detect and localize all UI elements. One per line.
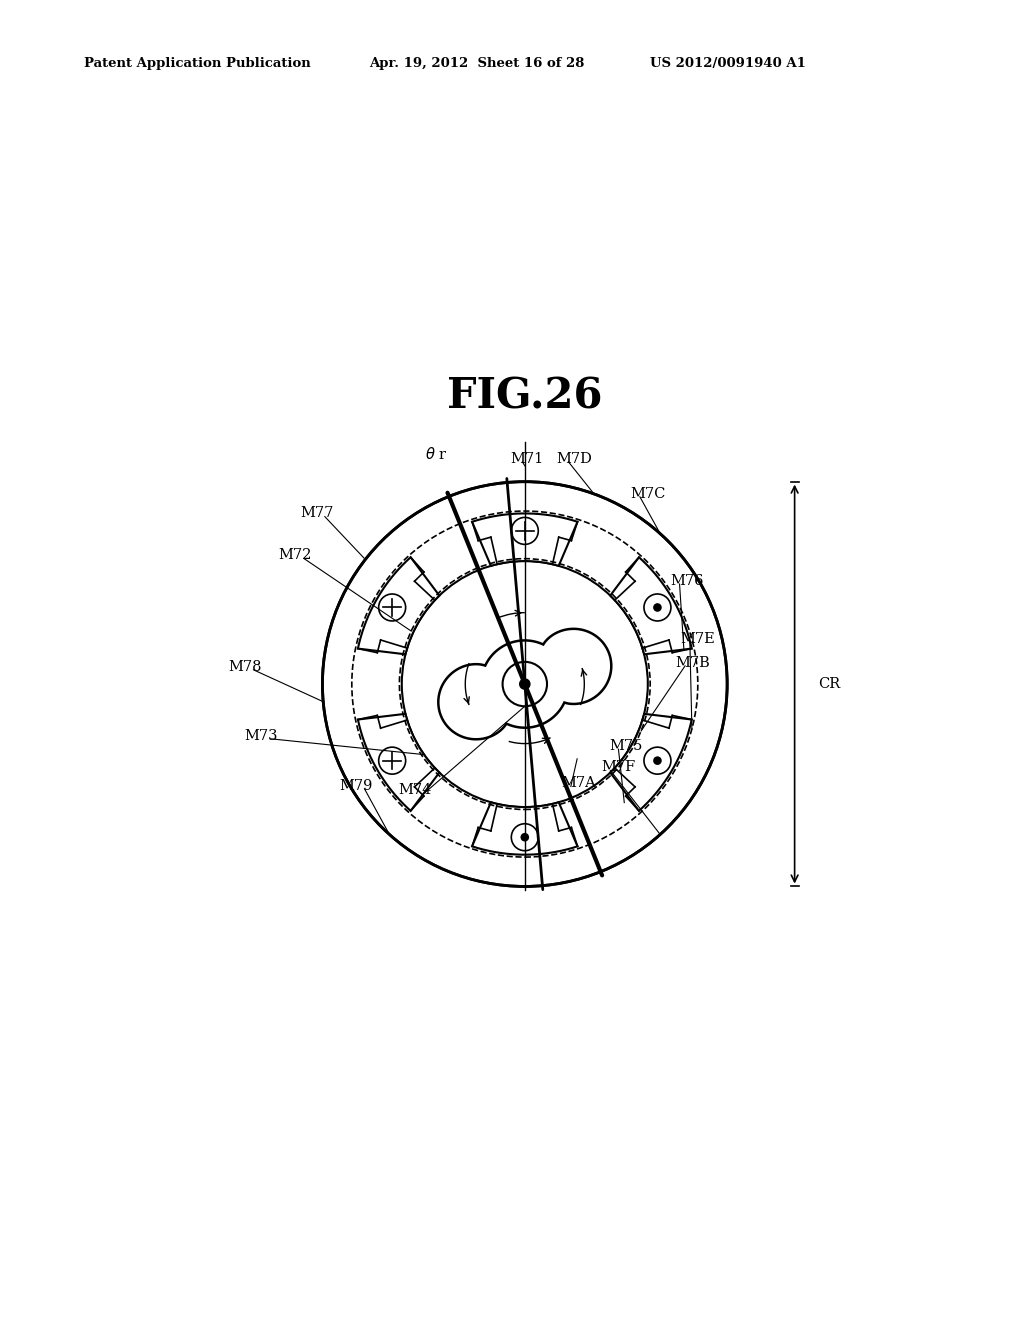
- Circle shape: [503, 661, 547, 706]
- Circle shape: [323, 482, 727, 887]
- Text: M73: M73: [245, 729, 279, 743]
- Text: CR: CR: [818, 677, 841, 692]
- Text: M7F: M7F: [601, 760, 636, 775]
- Text: M72: M72: [278, 549, 311, 562]
- Text: M71: M71: [511, 451, 544, 466]
- Text: M76: M76: [671, 574, 705, 587]
- Circle shape: [520, 680, 529, 689]
- Text: M78: M78: [228, 660, 261, 673]
- Polygon shape: [610, 714, 691, 810]
- Text: Patent Application Publication: Patent Application Publication: [84, 57, 310, 70]
- Text: FIG.26: FIG.26: [447, 376, 602, 417]
- Polygon shape: [358, 714, 439, 810]
- Text: M74: M74: [398, 783, 432, 796]
- Polygon shape: [438, 628, 611, 739]
- Circle shape: [379, 747, 406, 774]
- Text: M7E: M7E: [680, 632, 715, 645]
- Circle shape: [644, 747, 671, 774]
- Polygon shape: [472, 513, 578, 566]
- Circle shape: [520, 833, 529, 842]
- Text: M75: M75: [609, 739, 643, 752]
- Circle shape: [511, 824, 539, 850]
- Text: M77: M77: [300, 507, 334, 520]
- Polygon shape: [358, 557, 439, 655]
- Circle shape: [379, 594, 406, 620]
- Circle shape: [401, 561, 648, 807]
- Text: M7B: M7B: [676, 656, 711, 669]
- Polygon shape: [610, 557, 691, 655]
- Circle shape: [644, 594, 671, 620]
- Circle shape: [511, 517, 539, 544]
- Polygon shape: [472, 803, 578, 854]
- Text: Apr. 19, 2012  Sheet 16 of 28: Apr. 19, 2012 Sheet 16 of 28: [369, 57, 584, 70]
- Text: M7D: M7D: [556, 451, 592, 466]
- Text: M7A: M7A: [561, 776, 596, 791]
- Text: M79: M79: [339, 779, 373, 792]
- Circle shape: [653, 756, 662, 766]
- Text: US 2012/0091940 A1: US 2012/0091940 A1: [650, 57, 806, 70]
- Text: M7C: M7C: [630, 487, 666, 500]
- Text: $\theta$ r: $\theta$ r: [425, 446, 447, 462]
- Circle shape: [653, 603, 662, 611]
